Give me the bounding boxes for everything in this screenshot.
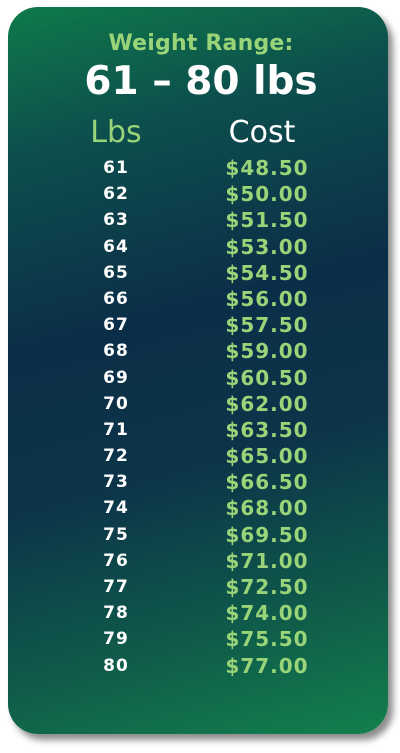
weight-value: 61 [103, 158, 129, 178]
table-row: 64 $53.00 [8, 234, 388, 262]
cost-value: $57.50 [225, 313, 309, 338]
weight-value: 65 [103, 262, 129, 283]
table-row: 66 $56.00 [8, 286, 388, 314]
weight-value: 70 [103, 393, 129, 414]
weight-value: 72 [103, 446, 129, 467]
weight-value: 80 [103, 655, 129, 676]
cost-value: $59.00 [225, 339, 309, 364]
weight-value: 73 [103, 472, 129, 493]
weight-value: 75 [103, 524, 129, 545]
weight-value: 71 [103, 419, 129, 440]
table-row: 76 $71.00 [8, 548, 388, 576]
cost-value: $54.50 [225, 260, 309, 285]
table-row: 68 $59.00 [8, 339, 388, 366]
cost-value: $77.00 [225, 653, 309, 678]
table-row: 73 $66.50 [8, 470, 388, 497]
price-table: 61 $48.50 62 $50.00 63 $51.50 64 $53.00 65 $54.50… [8, 156, 388, 681]
cost-value: $72.50 [225, 575, 309, 599]
weight-value: 64 [103, 236, 129, 257]
column-header-lbs: Lbs [90, 115, 142, 150]
cost-value: $63.50 [225, 417, 309, 442]
cost-value: $48.50 [225, 156, 309, 180]
table-row: 67 $57.50 [8, 313, 388, 340]
weight-value: 66 [103, 288, 129, 309]
table-row: 80 $77.00 [8, 653, 388, 681]
weight-value: 77 [103, 577, 129, 597]
weight-value: 74 [103, 498, 129, 519]
cost-value: $51.50 [225, 208, 309, 233]
price-card: Weight Range: 61 – 80 lbs Lbs Cost 61 $48… [8, 7, 388, 734]
weight-value: 79 [103, 629, 129, 650]
weight-value: 78 [103, 603, 129, 624]
weight-value: 76 [103, 550, 129, 571]
table-row: 78 $74.00 [8, 601, 388, 628]
cost-value: $65.00 [225, 444, 309, 469]
table-row: 74 $68.00 [8, 496, 388, 523]
weight-value: 62 [103, 184, 129, 205]
table-row: 63 $51.50 [8, 208, 388, 235]
table-row: 79 $75.50 [8, 627, 388, 654]
table-row: 62 $50.00 [8, 182, 388, 209]
cost-value: $53.00 [225, 234, 309, 259]
cost-value: $71.00 [225, 548, 309, 573]
weight-value: 63 [103, 210, 129, 231]
weight-range-title: 61 – 80 lbs [84, 59, 318, 104]
cost-value: $56.00 [225, 286, 309, 311]
cost-value: $69.50 [225, 522, 309, 547]
table-row: 72 $65.00 [8, 444, 388, 471]
table-row: 77 $72.50 [8, 575, 388, 602]
weight-range-label: Weight Range: [108, 31, 294, 56]
weight-value: 67 [103, 315, 129, 336]
cost-value: $68.00 [225, 496, 309, 521]
cost-value: $62.00 [225, 391, 309, 416]
weight-value: 68 [103, 341, 129, 362]
table-row: 65 $54.50 [8, 260, 388, 288]
table-row: 61 $48.50 [8, 156, 388, 183]
cost-value: $50.00 [225, 182, 309, 207]
table-row: 75 $69.50 [8, 522, 388, 550]
table-row: 71 $63.50 [8, 417, 388, 445]
cost-value: $60.50 [225, 365, 309, 390]
cost-value: $75.50 [225, 627, 309, 652]
cost-value: $74.00 [225, 601, 309, 626]
table-row: 69 $60.50 [8, 365, 388, 393]
column-header-cost: Cost [228, 115, 296, 150]
cost-value: $66.50 [225, 470, 309, 495]
table-row: 70 $62.00 [8, 391, 388, 419]
weight-value: 69 [103, 367, 129, 388]
